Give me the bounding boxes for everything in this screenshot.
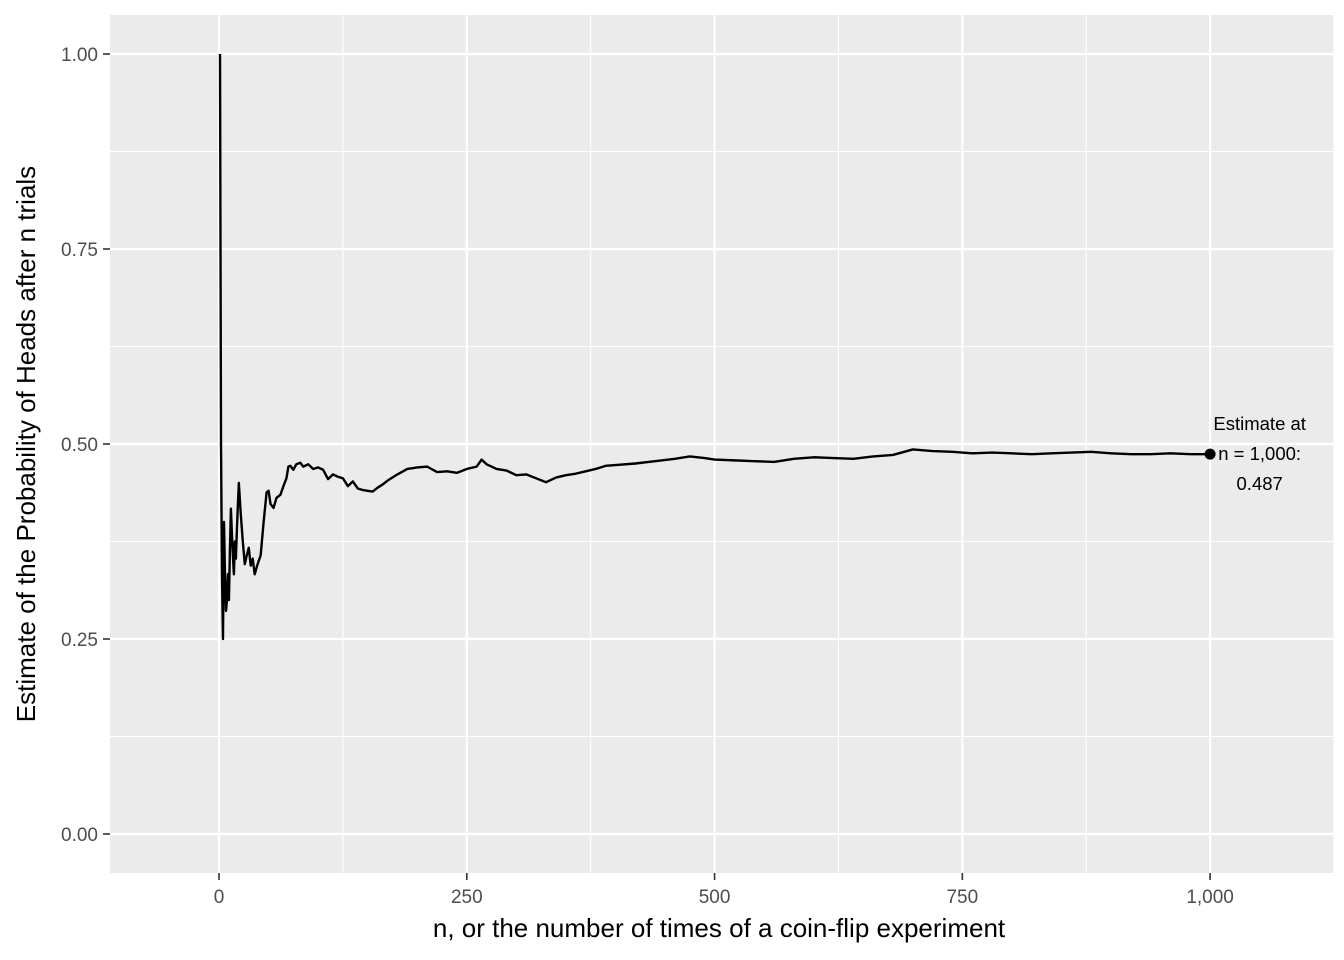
- annotation-line-1: Estimate at: [1213, 413, 1306, 434]
- x-axis: 0 250 500 750 1,000: [214, 873, 1234, 908]
- x-tick-label: 0: [214, 887, 225, 908]
- x-tick-label: 250: [451, 887, 483, 908]
- major-gridlines: [110, 15, 1334, 873]
- y-tick-label: 0.75: [61, 240, 98, 261]
- annotation-line-3: 0.487: [1237, 473, 1283, 494]
- x-tick-label: 750: [946, 887, 978, 908]
- final-estimate-point: [1204, 448, 1216, 460]
- y-tick-label: 0.00: [61, 825, 98, 846]
- x-axis-title: n, or the number of times of a coin-flip…: [433, 913, 1006, 943]
- estimate-line: [218, 53, 1211, 641]
- y-axis: 0.00 0.25 0.50 0.75 1.00: [61, 45, 110, 846]
- y-tick-label: 0.50: [61, 435, 98, 456]
- y-axis-title: Estimate of the Probability of Heads aft…: [11, 166, 41, 722]
- x-tick-label: 1,000: [1186, 887, 1234, 908]
- final-estimate-annotation: Estimate at n = 1,000: 0.487: [1213, 413, 1306, 494]
- minor-gridlines: [110, 15, 1335, 873]
- x-tick-label: 500: [699, 887, 731, 908]
- annotation-line-2: n = 1,000:: [1218, 443, 1301, 464]
- y-tick-label: 1.00: [61, 45, 98, 66]
- y-tick-label: 0.25: [61, 630, 98, 651]
